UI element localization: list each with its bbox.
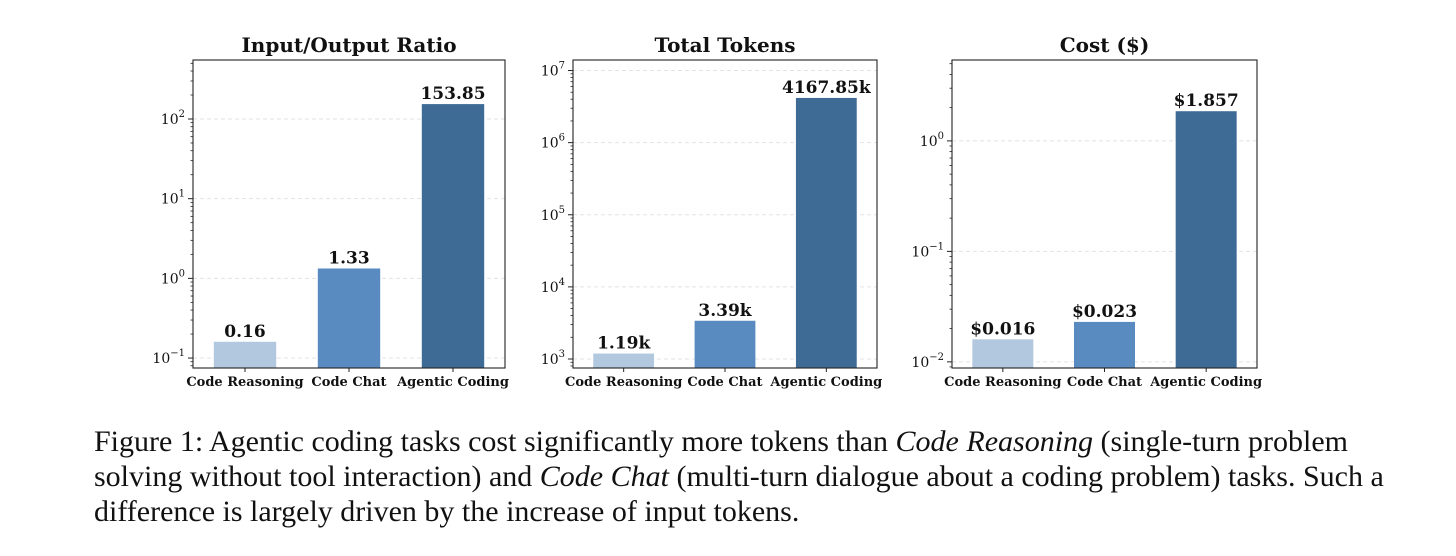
x-tick-label-code-chat: Code Chat xyxy=(1067,375,1142,390)
caption-emphasis-code-reasoning: Code Reasoning xyxy=(895,425,1094,458)
y-tick-label: 105 xyxy=(541,205,565,224)
chart-panel-total-tokens: 1.19k Code Reasoning 3.39k Code Chat 4167.85… xyxy=(541,33,882,390)
y-tick-label: 102 xyxy=(161,109,185,128)
chart-panel-cost: $0.016 Code Reasoning $0.023 Code Chat $1.85… xyxy=(911,33,1262,390)
y-tick-label: 100 xyxy=(161,268,185,287)
y-tick-label: 103 xyxy=(541,349,565,368)
x-tick-label-agentic-coding: Agentic Coding xyxy=(1149,375,1262,390)
data-label-code-chat: $0.023 xyxy=(1072,302,1137,322)
caption-text-2: (single-turn problem solving without too… xyxy=(94,425,1348,493)
bar-agentic-coding xyxy=(1175,111,1237,369)
caption-text-3: (multi-turn dialogue about a coding prob… xyxy=(94,460,1384,528)
y-tick-label: 10−1 xyxy=(911,241,944,260)
x-tick-label-code-chat: Code Chat xyxy=(687,375,762,390)
y-tick-label: 100 xyxy=(920,131,944,150)
data-label-agentic-coding: $1.857 xyxy=(1174,91,1239,111)
data-label-agentic-coding: 4167.85k xyxy=(782,78,872,98)
bar-agentic-coding xyxy=(795,97,857,368)
data-label-code-chat: 3.39k xyxy=(698,301,752,321)
y-tick-label: 106 xyxy=(541,133,565,152)
data-label-code-reasoning: $0.016 xyxy=(970,319,1035,339)
x-tick-label-code-reasoning: Code Reasoning xyxy=(186,375,303,390)
caption-text-1: Figure 1: Agentic coding tasks cost sign… xyxy=(94,425,896,458)
caption-emphasis-code-chat: Code Chat xyxy=(539,460,669,493)
y-tick-label: 107 xyxy=(541,61,565,80)
x-tick-label-code-chat: Code Chat xyxy=(311,375,386,390)
x-tick-label-agentic-coding: Agentic Coding xyxy=(396,375,509,390)
bar-code-reasoning xyxy=(593,353,655,368)
charts-figure: 0.16 Code Reasoning 1.33 Code Chat 153.85 Age… xyxy=(152,33,1262,390)
bar-code-chat xyxy=(317,268,381,368)
data-label-code-reasoning: 1.19k xyxy=(597,334,651,354)
y-tick-label: 10−1 xyxy=(152,348,185,367)
chart-title-total-tokens: Total Tokens xyxy=(655,33,796,57)
data-label-agentic-coding: 153.85 xyxy=(420,84,485,104)
y-tick-label: 101 xyxy=(161,189,185,208)
plot-frame xyxy=(951,59,1258,369)
data-label-code-chat: 1.33 xyxy=(328,248,369,268)
plot-frame xyxy=(572,59,878,369)
figure-caption: Figure 1: Agentic coding tasks cost sign… xyxy=(94,424,1394,529)
bar-agentic-coding xyxy=(421,104,485,368)
plot-frame xyxy=(192,59,506,369)
chart-title-input-output-ratio: Input/Output Ratio xyxy=(241,33,456,57)
bar-code-chat xyxy=(1074,321,1135,368)
chart-title-cost: Cost ($) xyxy=(1060,33,1150,57)
x-tick-label-code-reasoning: Code Reasoning xyxy=(944,375,1061,390)
bar-code-reasoning xyxy=(213,341,277,368)
data-label-code-reasoning: 0.16 xyxy=(224,322,265,342)
y-tick-label: 104 xyxy=(541,277,565,296)
bar-code-reasoning xyxy=(972,339,1034,368)
bar-code-chat xyxy=(694,320,756,368)
x-tick-label-code-reasoning: Code Reasoning xyxy=(565,375,682,390)
chart-panel-input-output-ratio: 0.16 Code Reasoning 1.33 Code Chat 153.85 Age… xyxy=(152,33,509,390)
x-tick-label-agentic-coding: Agentic Coding xyxy=(769,375,882,390)
y-tick-label: 10−2 xyxy=(911,352,944,371)
